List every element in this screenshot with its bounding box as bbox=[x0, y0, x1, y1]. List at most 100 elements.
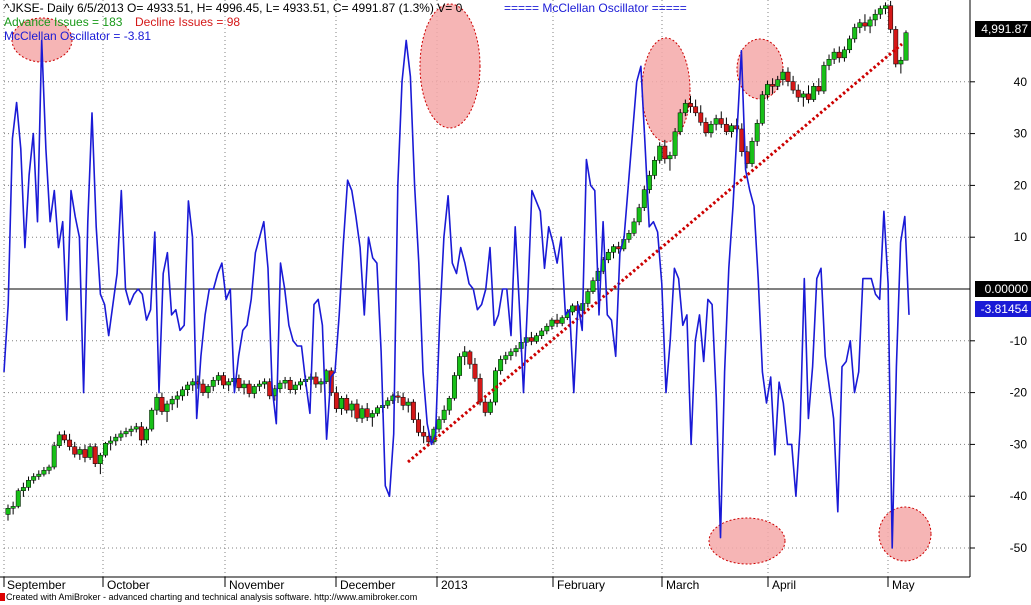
candle-body bbox=[487, 401, 493, 413]
candle-body bbox=[441, 409, 447, 420]
candle-body bbox=[682, 103, 688, 114]
candle-body bbox=[185, 384, 191, 390]
candle-body bbox=[528, 337, 534, 342]
candle-body bbox=[339, 398, 344, 409]
candle-body bbox=[688, 103, 693, 107]
candle-body bbox=[831, 51, 837, 60]
candle-body bbox=[251, 386, 257, 394]
candle-body bbox=[118, 433, 124, 438]
highlight-ellipse bbox=[878, 506, 932, 562]
candle-body bbox=[436, 419, 442, 430]
candle-body bbox=[205, 386, 211, 393]
candle-body bbox=[503, 355, 509, 360]
candle-body bbox=[123, 431, 129, 435]
indicator-title: ===== McClellan Oscillator ===== bbox=[504, 1, 687, 15]
candle-body bbox=[790, 81, 796, 91]
candle-body bbox=[611, 246, 616, 253]
month-label: April bbox=[772, 578, 796, 592]
candle-body bbox=[410, 401, 416, 420]
decline-issues-label: Decline Issues = 98 bbox=[135, 15, 241, 29]
candle-body bbox=[785, 71, 791, 82]
candle-body bbox=[318, 381, 324, 385]
candle-body bbox=[636, 207, 642, 223]
candle-body bbox=[287, 380, 293, 390]
highlight-ellipse bbox=[736, 38, 784, 100]
candle-body bbox=[877, 8, 883, 15]
oscillator-line bbox=[3, 39, 910, 549]
candle-body bbox=[262, 381, 268, 385]
candle-body bbox=[477, 378, 483, 403]
zero-badge-text: 0.00000 bbox=[985, 282, 1029, 296]
candle-body bbox=[369, 413, 375, 418]
candle-body bbox=[867, 19, 873, 27]
candle-body bbox=[56, 434, 62, 446]
candle-body bbox=[282, 380, 288, 384]
candle-body bbox=[723, 123, 729, 133]
y-tick-label: -10 bbox=[1010, 334, 1028, 348]
candle-body bbox=[416, 419, 421, 433]
candle-body bbox=[41, 470, 47, 475]
candle-body bbox=[672, 131, 678, 156]
oscillator-value-label: McClellan Oscillator = -3.81 bbox=[4, 29, 152, 43]
candle-body bbox=[149, 409, 155, 430]
zero-badge: 0.00000 bbox=[975, 281, 1031, 297]
candle-body bbox=[841, 49, 847, 59]
candle-body bbox=[795, 89, 801, 98]
quote-header: ^JKSE- Daily 6/5/2013 O= 4933.51, H= 499… bbox=[4, 1, 463, 15]
candle-body bbox=[36, 473, 42, 477]
candle-body bbox=[51, 445, 57, 468]
candle-body bbox=[718, 118, 724, 125]
candle-body bbox=[446, 398, 452, 411]
month-label: September bbox=[7, 578, 66, 592]
candle-body bbox=[693, 106, 699, 114]
candle-body bbox=[333, 392, 339, 409]
candle-body bbox=[395, 395, 401, 398]
candle-body bbox=[759, 94, 765, 124]
candle-body bbox=[765, 84, 770, 96]
candle-body bbox=[421, 432, 427, 437]
candle-body bbox=[400, 397, 406, 406]
candle-body bbox=[457, 356, 463, 376]
candle-body bbox=[298, 381, 303, 386]
candle-body bbox=[61, 434, 67, 441]
candle-body bbox=[467, 351, 473, 365]
highlight-ellipse bbox=[419, 3, 481, 129]
candle-body bbox=[97, 454, 103, 464]
candle-body bbox=[133, 426, 139, 430]
candle-body bbox=[513, 348, 519, 353]
candle-body bbox=[164, 403, 170, 412]
candle-body bbox=[780, 71, 786, 80]
candle-body bbox=[92, 446, 98, 464]
candle-body bbox=[210, 380, 216, 387]
y-tick-label: 30 bbox=[1014, 127, 1028, 141]
candle-body bbox=[159, 397, 165, 412]
candle-body bbox=[215, 375, 221, 381]
candle-body bbox=[770, 84, 776, 87]
candle-body bbox=[821, 65, 827, 92]
candle-body bbox=[10, 506, 16, 509]
candle-body bbox=[405, 401, 411, 406]
candle-body bbox=[888, 5, 894, 30]
y-tick-label: -30 bbox=[1010, 437, 1028, 451]
candle-body bbox=[77, 449, 83, 455]
candle-body bbox=[800, 93, 806, 98]
candle-body bbox=[775, 79, 781, 87]
amibroker-icon bbox=[0, 593, 5, 601]
candle-body bbox=[20, 487, 26, 491]
highlight-ellipse bbox=[708, 517, 786, 565]
candle-body bbox=[883, 5, 888, 9]
candle-body bbox=[482, 401, 488, 413]
candle-body bbox=[180, 389, 185, 397]
candle-body bbox=[652, 160, 658, 176]
candle-body bbox=[605, 251, 611, 261]
candle-body bbox=[544, 325, 550, 332]
candle-body bbox=[354, 403, 360, 419]
advance-issues-label: Advance Issues = 183 bbox=[4, 15, 123, 29]
candle-body bbox=[359, 408, 365, 419]
candle-body bbox=[641, 189, 647, 208]
y-tick-label: -50 bbox=[1010, 541, 1028, 555]
candle-body bbox=[108, 440, 114, 444]
candle-body bbox=[256, 383, 262, 387]
candle-body bbox=[903, 32, 909, 61]
candle-body bbox=[462, 351, 468, 357]
